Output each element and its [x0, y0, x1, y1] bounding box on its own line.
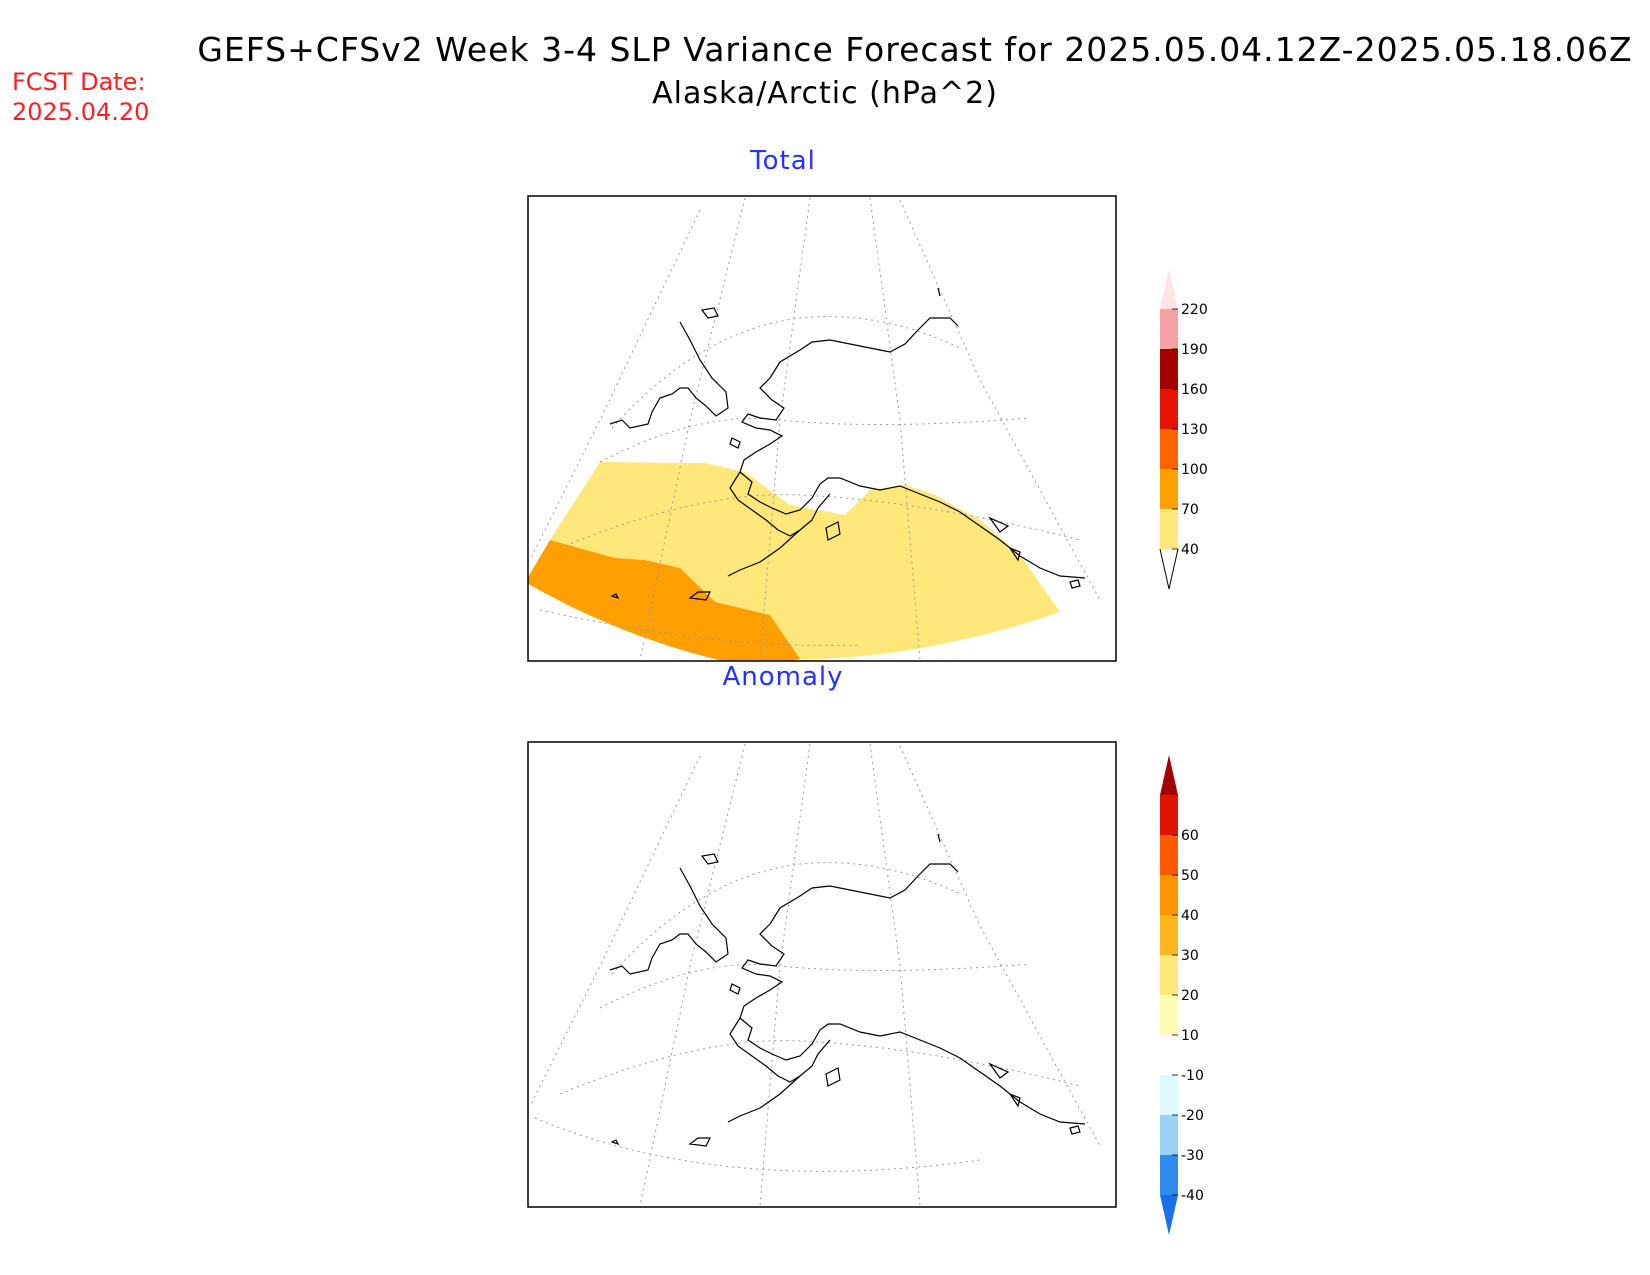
forecast-date-value: 2025.04.20: [12, 98, 150, 126]
anomaly-colorbar-label: -10: [1181, 1068, 1204, 1084]
anomaly-colorbar-box: [1160, 915, 1178, 955]
total-colorbar-box: [1160, 309, 1178, 349]
anomaly-colorbar-label: 50: [1181, 868, 1199, 884]
anomaly-colorbar-label: 30: [1181, 948, 1199, 964]
total-colorbar-label: 70: [1181, 502, 1199, 518]
total-colorbar-top-cap: [1160, 269, 1178, 309]
graticule: [529, 197, 1101, 661]
shading-70-100: [528, 540, 800, 661]
anomaly-colorbar-box: [1160, 875, 1178, 915]
anomaly-colorbar-box: [1160, 995, 1178, 1035]
anomaly-map-frame: [527, 741, 1117, 1208]
total-colorbar: 40 70 100 130 160 190 220: [1159, 269, 1208, 590]
total-colorbar-label: 220: [1181, 302, 1208, 318]
chart-title: GEFS+CFSv2 Week 3-4 SLP Variance Forecas…: [197, 30, 1633, 69]
total-colorbar-box: [1160, 349, 1178, 389]
anomaly-colorbar-label: 40: [1181, 908, 1199, 924]
shading-40-70: [550, 462, 1060, 660]
total-colorbar-label: 190: [1181, 342, 1208, 358]
anomaly-colorbar-box: [1160, 1035, 1178, 1075]
total-colorbar-label: 130: [1181, 422, 1208, 438]
anomaly-colorbar-label: -30: [1181, 1148, 1204, 1164]
total-colorbar-label: 100: [1181, 462, 1208, 478]
total-colorbar-box: [1160, 429, 1178, 469]
anomaly-colorbar-label: -40: [1181, 1188, 1204, 1204]
total-colorbar-bottom-cap: [1159, 548, 1179, 590]
anomaly-colorbar-label: 20: [1181, 988, 1199, 1004]
anomaly-colorbar-label: -20: [1181, 1108, 1204, 1124]
total-colorbar-box: [1160, 389, 1178, 429]
chart-subtitle: Alaska/Arctic (hPa^2): [652, 76, 998, 111]
anomaly-colorbar-top-cap: [1160, 755, 1178, 795]
total-colorbar-label: 40: [1181, 542, 1199, 558]
anomaly-colorbar-box: [1160, 955, 1178, 995]
total-colorbar-box: [1160, 469, 1178, 509]
anomaly-colorbar-box: [1160, 1115, 1178, 1155]
anomaly-colorbar-box: [1160, 1075, 1178, 1115]
anomaly-colorbar-box: [1160, 1155, 1178, 1195]
anomaly-colorbar-box: [1160, 795, 1178, 835]
total-panel: [528, 462, 1060, 661]
coastline: [609, 833, 1086, 1147]
total-map: [529, 197, 1101, 661]
forecast-date-label: FCST Date:: [12, 68, 146, 96]
total-panel-title: Total: [750, 146, 816, 176]
total-colorbar-label: 160: [1181, 382, 1208, 398]
anomaly-colorbar-label: 60: [1181, 828, 1199, 844]
coastline: [609, 287, 1086, 601]
anomaly-colorbar-box: [1160, 835, 1178, 875]
anomaly-colorbar-bottom-cap: [1160, 1195, 1178, 1235]
total-map-frame: [527, 195, 1117, 662]
anomaly-panel-title: Anomaly: [722, 662, 844, 692]
anomaly-map: [529, 743, 1101, 1207]
total-colorbar-box: [1160, 509, 1178, 549]
anomaly-colorbar: -40 -30 -20 -10 10 20 30 40 50 60: [1160, 755, 1204, 1235]
anomaly-colorbar-label: 10: [1181, 1028, 1199, 1044]
graticule: [529, 743, 1101, 1207]
